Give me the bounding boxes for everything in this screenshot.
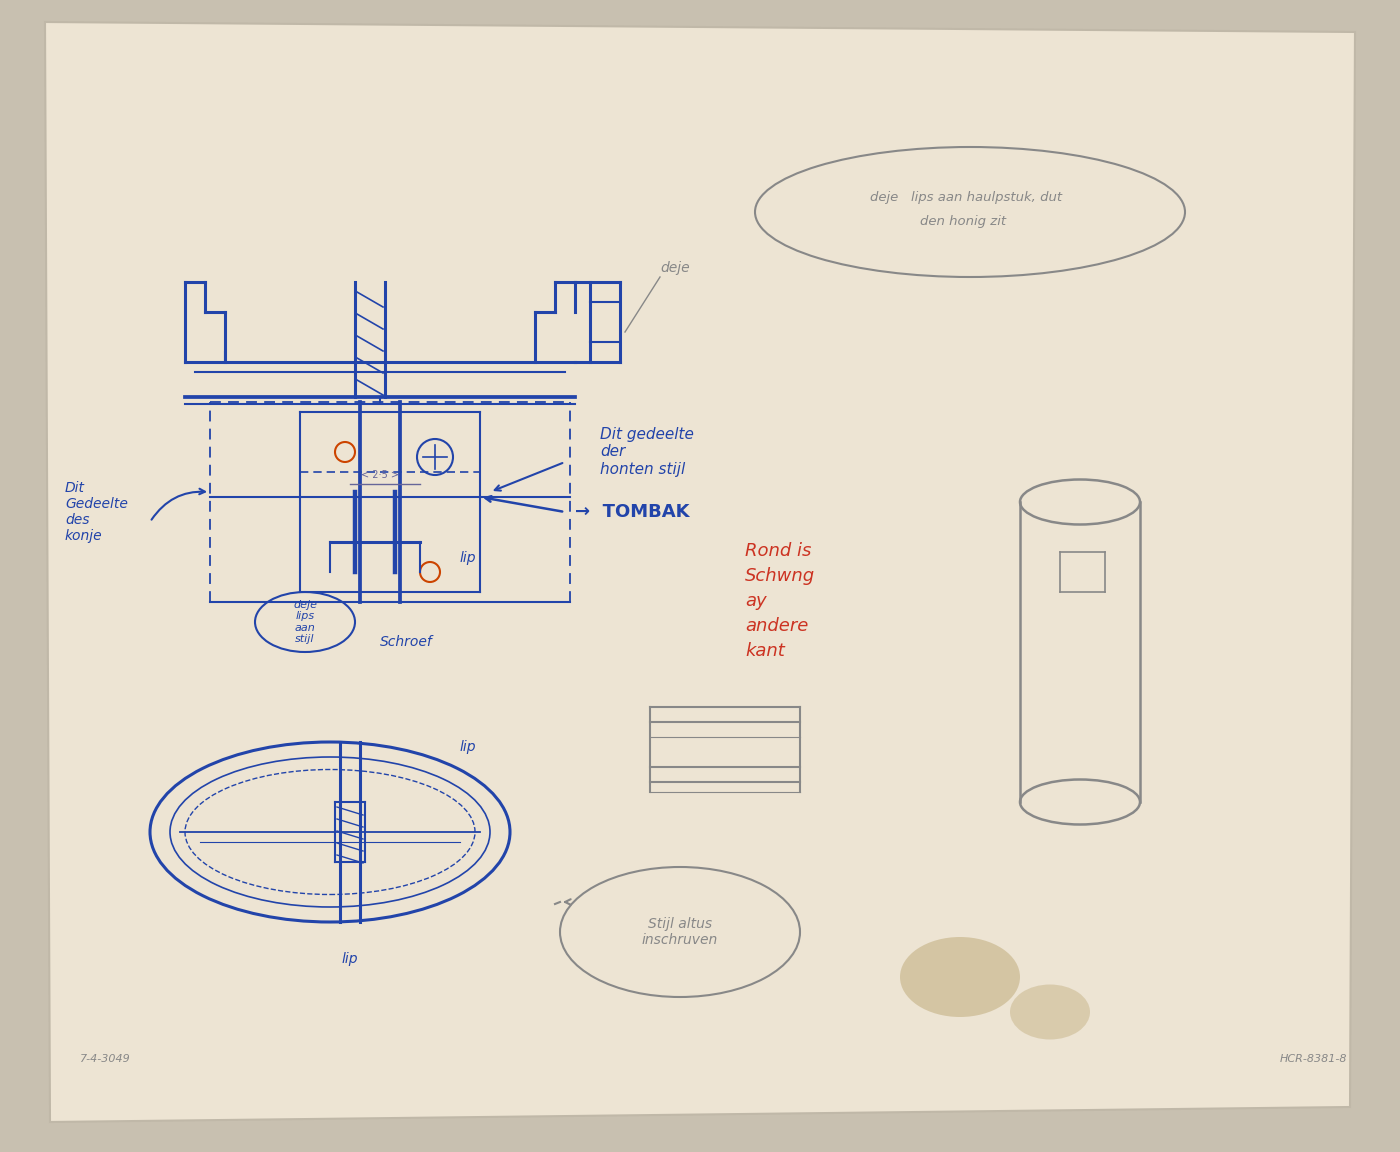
Ellipse shape (900, 937, 1021, 1017)
Text: Dit gedeelte
der
honten stijl: Dit gedeelte der honten stijl (601, 427, 694, 477)
Text: Dit
Gedeelte
des
konje: Dit Gedeelte des konje (64, 480, 127, 544)
Polygon shape (45, 22, 1355, 1122)
Text: deje   lips aan haulpstuk, dut: deje lips aan haulpstuk, dut (869, 190, 1063, 204)
Text: HCR-8381-8: HCR-8381-8 (1280, 1054, 1347, 1064)
Text: Schroef: Schroef (379, 635, 433, 649)
Text: Rond is
Schwng
ay
andere
kant: Rond is Schwng ay andere kant (745, 541, 815, 660)
Text: deje: deje (659, 262, 690, 275)
Text: < 2·5 >: < 2·5 > (361, 470, 399, 480)
Text: Stijl altus
inschruven: Stijl altus inschruven (641, 917, 718, 947)
Text: lip: lip (461, 740, 476, 755)
Text: 7-4-3049: 7-4-3049 (80, 1054, 130, 1064)
Ellipse shape (1009, 985, 1091, 1039)
Text: den honig zit: den honig zit (920, 215, 1007, 228)
Text: →  TOMBAK: → TOMBAK (575, 503, 689, 521)
Text: deje
lips
aan
stijl: deje lips aan stijl (293, 599, 316, 644)
Text: lip: lip (342, 952, 358, 967)
Text: lip: lip (461, 551, 476, 564)
